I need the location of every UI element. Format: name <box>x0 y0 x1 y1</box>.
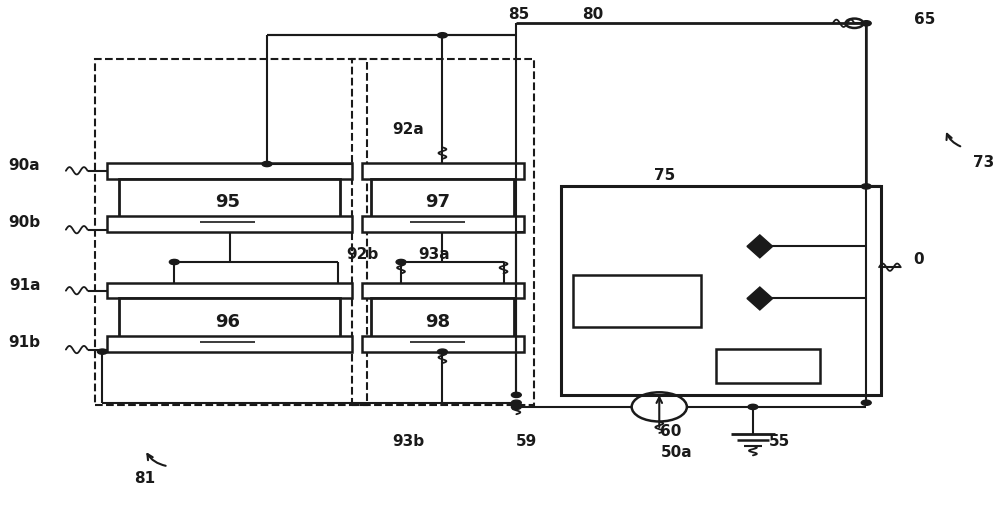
Bar <box>119 299 340 343</box>
Circle shape <box>861 400 871 406</box>
Text: 90a: 90a <box>9 158 40 173</box>
Circle shape <box>511 400 521 406</box>
Bar <box>119 179 340 223</box>
Text: 60: 60 <box>660 424 682 439</box>
Bar <box>371 299 514 343</box>
Bar <box>561 187 881 395</box>
Bar <box>107 336 352 352</box>
Text: 59: 59 <box>516 434 537 449</box>
Bar <box>107 216 352 232</box>
Circle shape <box>437 349 447 354</box>
Bar <box>371 179 514 223</box>
Circle shape <box>262 161 272 167</box>
Circle shape <box>748 405 758 409</box>
Text: 91a: 91a <box>9 278 40 293</box>
Text: 81: 81 <box>134 471 155 486</box>
Text: 95: 95 <box>215 193 240 211</box>
Circle shape <box>511 405 521 409</box>
Text: 65: 65 <box>914 12 935 27</box>
Text: 73: 73 <box>973 156 994 170</box>
Circle shape <box>97 349 107 354</box>
Text: 91b: 91b <box>8 335 40 350</box>
Circle shape <box>861 184 871 189</box>
Text: 80: 80 <box>583 7 604 22</box>
Text: 93b: 93b <box>392 434 424 449</box>
Text: 92b: 92b <box>346 247 378 261</box>
Circle shape <box>396 259 406 265</box>
Text: 55: 55 <box>769 434 790 449</box>
Bar <box>362 216 524 232</box>
Circle shape <box>169 259 179 265</box>
Text: 96: 96 <box>215 313 240 331</box>
Circle shape <box>437 32 447 38</box>
Bar <box>362 283 524 299</box>
Text: 85: 85 <box>508 7 529 22</box>
Polygon shape <box>747 235 773 258</box>
Text: 93a: 93a <box>418 247 449 261</box>
Text: 0: 0 <box>914 252 924 267</box>
Text: 97: 97 <box>425 193 450 211</box>
Bar <box>352 59 534 406</box>
Bar <box>95 59 367 406</box>
Text: 98: 98 <box>425 313 450 331</box>
Text: 50a: 50a <box>661 445 693 460</box>
Polygon shape <box>747 287 773 310</box>
Bar <box>716 349 820 383</box>
Bar <box>362 163 524 179</box>
Text: 92a: 92a <box>392 122 424 137</box>
Text: 90b: 90b <box>8 215 40 231</box>
Circle shape <box>511 392 521 398</box>
Text: 75: 75 <box>654 169 675 183</box>
Bar <box>107 163 352 179</box>
Bar <box>362 336 524 352</box>
Bar <box>107 283 352 299</box>
Bar <box>573 275 701 327</box>
Circle shape <box>861 20 871 26</box>
